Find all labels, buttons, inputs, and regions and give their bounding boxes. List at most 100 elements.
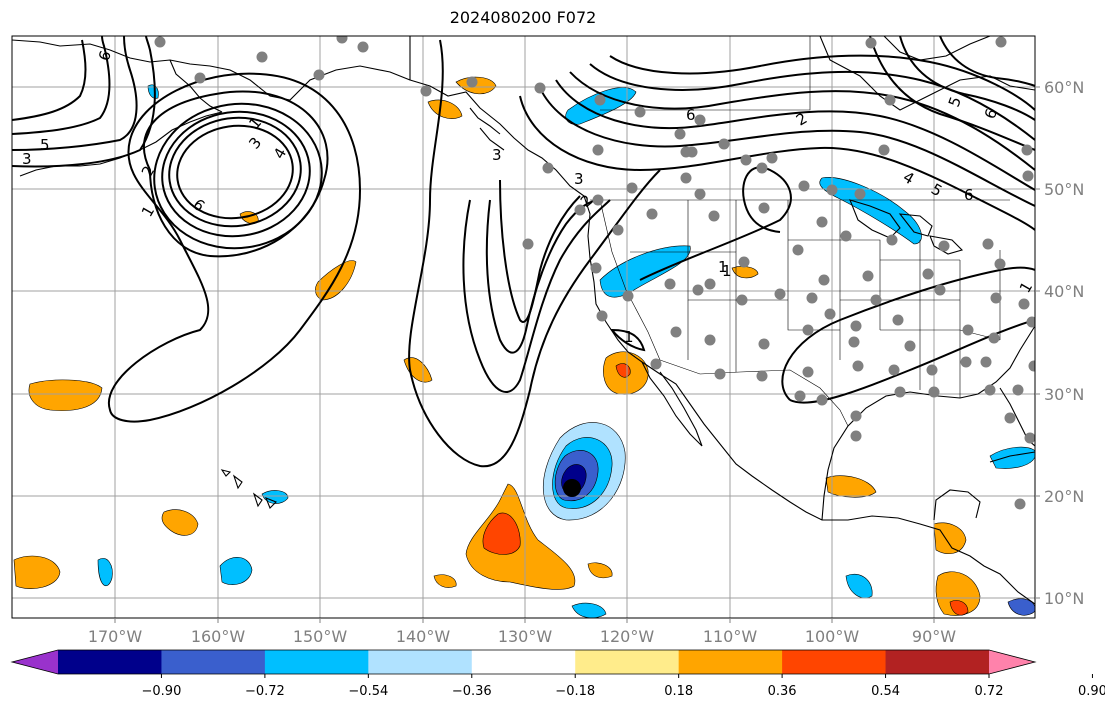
positive-anomaly-far-se-core xyxy=(949,600,969,616)
lon-label: 130°W xyxy=(498,627,553,646)
colorbar-extend-min xyxy=(12,650,58,674)
colorbar-segment xyxy=(885,650,990,674)
negative-anomaly-gulf xyxy=(989,446,1035,469)
negative-anomaly-west-small xyxy=(97,558,113,587)
lon-label: 160°W xyxy=(191,627,246,646)
colorbar-segment xyxy=(471,650,576,674)
lon-label: 110°W xyxy=(703,627,758,646)
contour-label: 5 xyxy=(40,136,50,154)
contour-baja-1 xyxy=(609,328,646,352)
positive-anomaly-west xyxy=(28,379,103,411)
colorbar-tick-label: −0.54 xyxy=(348,684,388,699)
lon-label: 150°W xyxy=(293,627,348,646)
lat-label: 60°N xyxy=(1044,78,1084,97)
lon-label: 90°W xyxy=(912,627,956,646)
lat-label: 10°N xyxy=(1044,589,1084,608)
contour-ne-2 xyxy=(899,36,1035,121)
negative-anomaly-aleutian xyxy=(147,84,159,99)
positive-anomaly-central-america xyxy=(933,522,967,554)
contour-ridge-1 xyxy=(408,39,661,468)
negative-anomaly-canada xyxy=(565,87,637,125)
colorbar-tick-label: −0.72 xyxy=(245,684,285,699)
contour-us-low-2 xyxy=(789,319,1035,404)
colorbar-tick-label: −0.36 xyxy=(452,684,492,699)
lat-label: 40°N xyxy=(1044,282,1084,301)
contour-nw-2 xyxy=(12,36,156,168)
map-title: 2024080200 F072 xyxy=(449,8,597,27)
contour-us-ridge xyxy=(639,166,792,281)
contour-canada-3 xyxy=(555,79,1035,191)
positive-anomaly-south-core xyxy=(482,512,521,555)
contour-trough-3 xyxy=(499,179,581,323)
lon-label: 120°W xyxy=(600,627,655,646)
contour-nw-3 xyxy=(12,36,111,135)
contour-label: 3 xyxy=(22,150,32,168)
map-frame xyxy=(11,35,1036,619)
colorbar-outline xyxy=(10,649,1037,675)
negative-anomaly-hawaii-islands xyxy=(261,490,289,504)
contour-canada-1 xyxy=(519,95,1035,231)
positive-anomaly-small-sw xyxy=(433,574,457,588)
contour-ne-3 xyxy=(939,36,1035,87)
colorbar-extend-max xyxy=(989,650,1035,674)
colorbar-tick-label: 0.90 xyxy=(1078,684,1105,699)
contour-nw-1 xyxy=(12,36,138,151)
contour-trough-1 xyxy=(462,199,611,393)
negative-anomaly-hawaii-south xyxy=(219,557,253,585)
colorbar-tick-label: 0.36 xyxy=(768,684,797,699)
positive-anomaly-small-s xyxy=(587,562,613,579)
colorbar: −0.90 −0.72 −0.54 −0.36 −0.18 0.18 0.36 0.54 0.7… xyxy=(10,649,1105,699)
contour-canada-4 xyxy=(569,71,1035,171)
contour-canada-6 xyxy=(609,54,1035,111)
contour-low-5 xyxy=(168,116,302,228)
colorbar-segment xyxy=(575,650,680,674)
lon-label: 140°W xyxy=(396,627,451,646)
contour-low-4 xyxy=(161,110,311,238)
colorbar-segment xyxy=(368,650,473,674)
contour-label: 6 xyxy=(964,186,974,204)
contour-low-3 xyxy=(153,102,323,250)
positive-anomaly-hawaii xyxy=(161,509,199,536)
negative-anomaly-se-corner xyxy=(1007,598,1035,616)
longitude-labels: 170°W 160°W 150°W 140°W 130°W 120°W 110°… xyxy=(88,618,956,646)
colorbar-segment xyxy=(782,650,887,674)
contour-canada-2 xyxy=(539,87,1035,207)
lon-label: 170°W xyxy=(88,627,143,646)
contour-us-low xyxy=(781,266,1035,401)
contour-label: 1 xyxy=(624,328,634,346)
colorbar-segment xyxy=(264,650,369,674)
lat-label: 50°N xyxy=(1044,180,1084,199)
station-dots xyxy=(154,36,1035,510)
contour-label: 1 xyxy=(718,258,728,276)
contour-label: 1 xyxy=(722,262,732,280)
positive-anomaly-far-se xyxy=(935,571,981,616)
colorbar-segment xyxy=(678,650,783,674)
positive-anomaly-sw xyxy=(13,555,61,589)
latitude-labels: 60°N 50°N 40°N 30°N 20°N 10°N xyxy=(1035,78,1084,608)
contour-label: 6 xyxy=(686,106,696,124)
colorbar-segment xyxy=(161,650,266,674)
negative-anomaly-bottom xyxy=(571,602,607,618)
contour-nw-4 xyxy=(12,39,87,121)
height-contours xyxy=(12,36,1035,468)
storm-center-marker xyxy=(563,479,581,497)
colorbar-tick-label: 0.18 xyxy=(664,684,693,699)
political-borders xyxy=(409,36,1010,427)
lat-label: 20°N xyxy=(1044,487,1084,506)
lat-label: 30°N xyxy=(1044,385,1084,404)
contour-label: 3 xyxy=(492,146,502,164)
contour-canada-5 xyxy=(589,63,1035,141)
contour-label: 3 xyxy=(574,170,584,188)
negative-anomaly-mexico-coast xyxy=(845,574,873,599)
positive-anomaly-south xyxy=(465,483,576,590)
colorbar-tick-label: −0.18 xyxy=(555,684,595,699)
colorbar-segment xyxy=(58,650,162,674)
contour-low-1 xyxy=(107,72,362,423)
contour-trough-2 xyxy=(485,199,601,354)
colorbar-tick-label: 0.72 xyxy=(975,684,1004,699)
colorbar-tick-label: 0.54 xyxy=(871,684,900,699)
contour-low-6 xyxy=(176,124,294,220)
lon-label: 100°W xyxy=(805,627,860,646)
colorbar-tick-label: −0.90 xyxy=(142,684,182,699)
